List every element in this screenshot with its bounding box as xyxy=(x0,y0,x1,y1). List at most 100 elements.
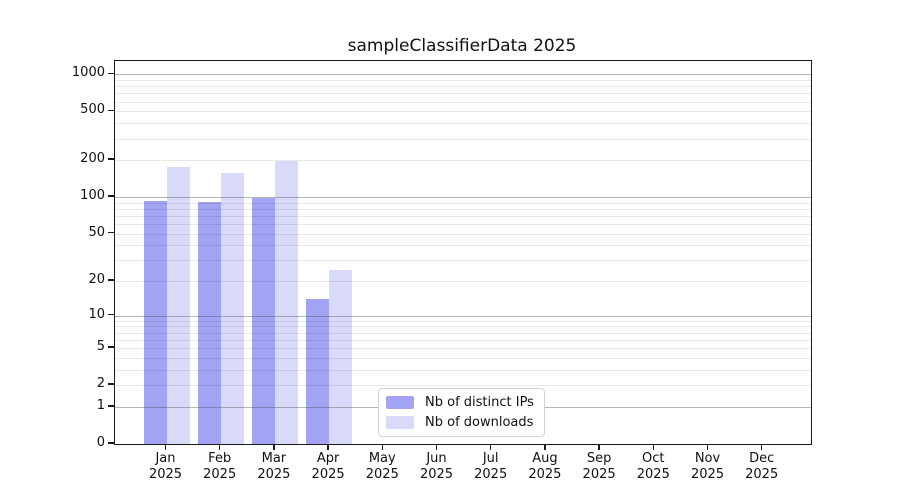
minor-gridline xyxy=(115,385,811,387)
y-tick xyxy=(108,231,115,234)
x-tick-label-jan: Jan 2025 xyxy=(138,451,194,482)
year-label: 2025 xyxy=(365,466,399,482)
month-label: Jun xyxy=(426,451,447,466)
x-tick-label-feb: Feb 2025 xyxy=(192,451,248,482)
minor-gridline xyxy=(115,224,811,226)
x-tick-label-apr: Apr 2025 xyxy=(300,451,356,482)
x-tick-label-jun: Jun 2025 xyxy=(409,451,465,482)
legend-box: Nb of distinct IPs Nb of downloads xyxy=(378,388,545,437)
year-label: 2025 xyxy=(636,466,670,482)
y-tick xyxy=(108,195,115,197)
minor-gridline xyxy=(115,339,811,341)
x-tick xyxy=(218,444,221,450)
legend-label-distinct-ips: Nb of distinct IPs xyxy=(425,394,534,410)
minor-gridline xyxy=(115,281,811,283)
minor-gridline xyxy=(115,202,811,204)
plot-area xyxy=(114,60,812,445)
y-tick xyxy=(108,72,115,75)
y-tick xyxy=(108,405,115,407)
x-tick xyxy=(652,444,655,450)
minor-gridline xyxy=(115,93,811,95)
y-tick-label: 10 xyxy=(88,306,105,322)
year-label: 2025 xyxy=(311,466,345,482)
minor-gridline xyxy=(115,138,811,140)
month-label: Sep xyxy=(586,451,612,466)
y-tick-label: 0 xyxy=(96,435,105,450)
minor-gridline xyxy=(115,369,811,371)
bar-distinct-ips-jan xyxy=(143,200,167,444)
minor-gridline xyxy=(115,111,811,113)
year-label: 2025 xyxy=(257,466,291,482)
y-tick-label: 2 xyxy=(96,376,105,392)
x-tick-label-jul: Jul 2025 xyxy=(463,451,519,482)
month-label: Jul xyxy=(482,451,499,466)
month-label: Dec xyxy=(749,451,775,466)
bar-distinct-ips-feb xyxy=(197,202,221,444)
minor-gridline xyxy=(115,79,811,81)
legend-label-downloads: Nb of downloads xyxy=(425,414,534,430)
y-tick xyxy=(108,442,115,444)
minor-gridline xyxy=(115,215,811,217)
month-label: Jan xyxy=(155,451,176,466)
y-tick xyxy=(108,279,115,281)
x-tick-label-mar: Mar 2025 xyxy=(246,451,302,482)
y-tick xyxy=(108,158,115,160)
minor-gridline xyxy=(115,208,811,210)
minor-gridline xyxy=(115,326,811,328)
major-gridline xyxy=(115,74,811,76)
y-tick xyxy=(108,313,115,316)
minor-gridline xyxy=(115,348,811,350)
minor-gridline xyxy=(115,123,811,125)
y-tick-label: 20 xyxy=(88,272,105,288)
x-tick xyxy=(598,444,600,450)
year-label: 2025 xyxy=(419,466,454,482)
x-tick-label-nov: Nov 2025 xyxy=(680,451,736,482)
bar-downloads-feb xyxy=(220,172,244,444)
minor-gridline xyxy=(115,332,811,334)
minor-gridline xyxy=(115,245,811,247)
minor-gridline xyxy=(115,357,811,359)
minor-gridline xyxy=(115,160,811,162)
y-tick xyxy=(108,346,115,348)
y-tick-label: 1 xyxy=(96,397,105,413)
bar-downloads-mar xyxy=(274,161,298,444)
year-label: 2025 xyxy=(148,466,183,482)
month-label: Nov xyxy=(694,451,721,466)
x-tick-label-may: May 2025 xyxy=(354,451,410,482)
month-label: May xyxy=(368,451,396,466)
month-label: Apr xyxy=(316,451,340,466)
bar-distinct-ips-mar xyxy=(251,198,275,444)
minor-gridline xyxy=(115,86,811,88)
x-tick-label-dec: Dec 2025 xyxy=(734,451,790,482)
major-gridline xyxy=(115,315,811,317)
month-label: Aug xyxy=(532,451,558,466)
plot-canvas xyxy=(115,61,811,444)
y-tick-label: 200 xyxy=(80,151,105,167)
legend-swatch-downloads xyxy=(386,416,414,429)
chart-title: sampleClassifierData 2025 xyxy=(347,36,577,56)
minor-gridline xyxy=(115,101,811,103)
legend-swatch-distinct-ips xyxy=(386,396,414,409)
year-label: 2025 xyxy=(690,466,725,482)
year-label: 2025 xyxy=(528,466,562,482)
minor-gridline xyxy=(115,233,811,235)
y-tick xyxy=(108,109,115,112)
x-tick xyxy=(489,444,492,450)
year-label: 2025 xyxy=(582,466,616,482)
year-label: 2025 xyxy=(474,466,508,482)
bar-distinct-ips-apr xyxy=(306,299,330,444)
legend-entry-distinct-ips: Nb of distinct IPs xyxy=(386,395,536,411)
y-tick xyxy=(108,383,115,385)
y-tick-label: 5 xyxy=(96,339,105,355)
x-tick xyxy=(381,444,384,450)
month-label: Feb xyxy=(208,451,232,466)
x-tick xyxy=(544,444,546,450)
bar-downloads-apr xyxy=(329,269,353,444)
x-tick-label-sep: Sep 2025 xyxy=(571,451,627,482)
month-label: Mar xyxy=(261,451,287,466)
major-gridline xyxy=(115,197,811,199)
x-tick xyxy=(273,444,275,450)
x-tick xyxy=(164,444,167,450)
y-tick-label: 1000 xyxy=(71,65,105,81)
